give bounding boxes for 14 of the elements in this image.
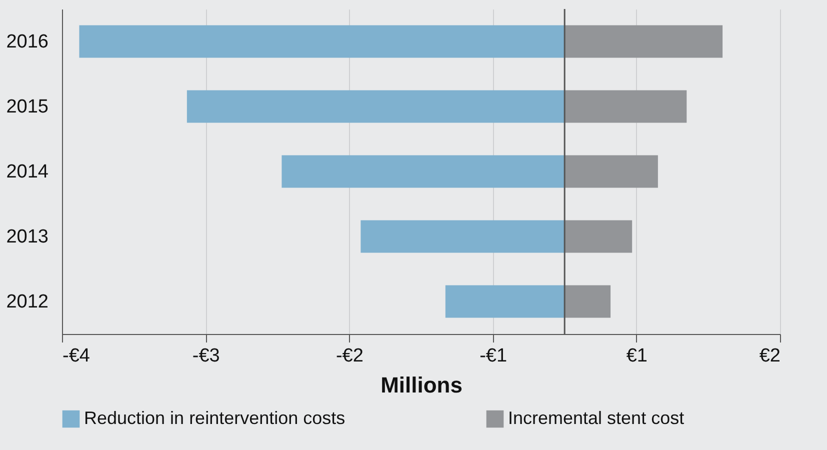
y-tick-label: 2012 (6, 292, 48, 312)
y-tick-label: 2014 (6, 162, 49, 182)
x-tick-label: -€2 (336, 346, 364, 366)
legend-label: Incremental stent cost (508, 408, 684, 428)
y-tick-label: 2016 (6, 32, 48, 52)
legend-label: Reduction in reintervention costs (84, 408, 346, 428)
y-tick-label: 2015 (6, 96, 48, 118)
y-tick-label: 2013 (6, 226, 48, 248)
x-tick-label: -€3 (192, 346, 220, 366)
x-tick-label: -€1 (480, 346, 508, 366)
x-tick-label: €1 (626, 346, 648, 366)
x-tick-label: -€4 (62, 346, 90, 366)
x-tick-label: €2 (759, 346, 780, 366)
x-axis-title: Millions (380, 372, 462, 398)
